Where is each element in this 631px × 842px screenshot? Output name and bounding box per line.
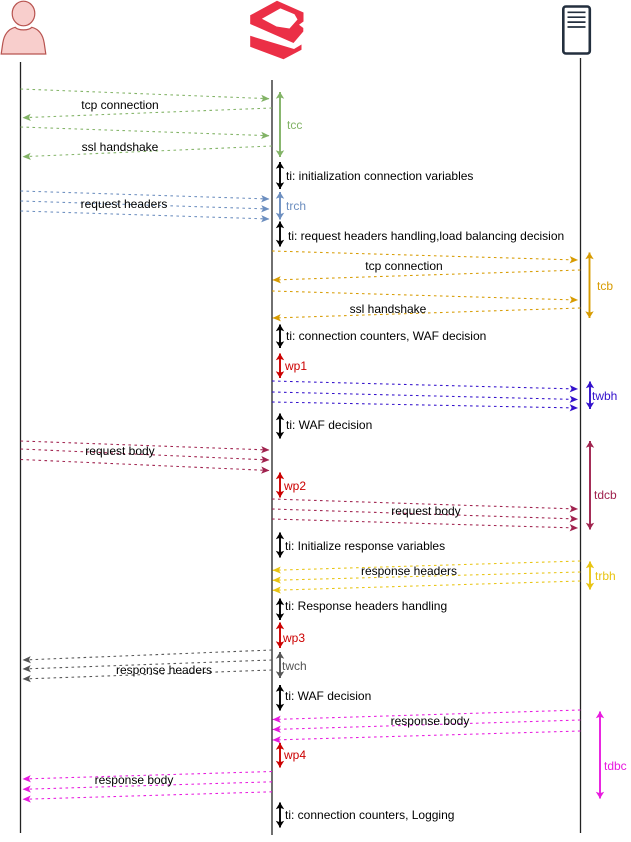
svg-text:ssl handshake: ssl handshake [82,140,159,154]
svg-text:trbh: trbh [595,569,616,583]
svg-text:trch: trch [286,199,306,213]
svg-text:response headers: response headers [361,564,457,578]
svg-text:ti: initialization connection: ti: initialization connection variables [286,169,473,183]
svg-text:ti: Initialize response variab: ti: Initialize response variables [285,539,445,553]
svg-text:ti: connection counters, WAF d: ti: connection counters, WAF decision [286,329,486,343]
svg-text:tdbc: tdbc [604,759,627,773]
svg-text:ti: WAF decision: ti: WAF decision [285,689,371,703]
svg-text:twbh: twbh [592,389,617,403]
svg-text:ti: Response headers handling: ti: Response headers handling [285,599,447,613]
svg-text:request body: request body [391,504,460,518]
svg-text:tdcb: tdcb [594,488,617,502]
svg-text:ti: connection counters, Loggi: ti: connection counters, Logging [285,808,454,822]
svg-text:tcb: tcb [597,279,613,293]
svg-text:ssl handshake: ssl handshake [350,302,427,316]
svg-text:twch: twch [282,659,307,673]
svg-text:response body: response body [95,773,174,787]
svg-text:wp3: wp3 [282,631,305,645]
svg-text:request body: request body [85,444,154,458]
svg-text:request headers: request headers [81,197,168,211]
svg-text:response body: response body [391,714,470,728]
svg-text:ti: request headers handling,l: ti: request headers handling,load balanc… [288,229,564,243]
svg-text:wp4: wp4 [283,748,306,762]
svg-text:response headers: response headers [116,663,212,677]
svg-text:tcp connection: tcp connection [365,259,442,273]
svg-text:wp2: wp2 [283,479,306,493]
svg-text:ti: WAF decision: ti: WAF decision [286,418,372,432]
svg-text:tcp connection: tcp connection [81,98,158,112]
svg-text:tcc: tcc [287,118,302,132]
svg-text:wp1: wp1 [284,359,307,373]
